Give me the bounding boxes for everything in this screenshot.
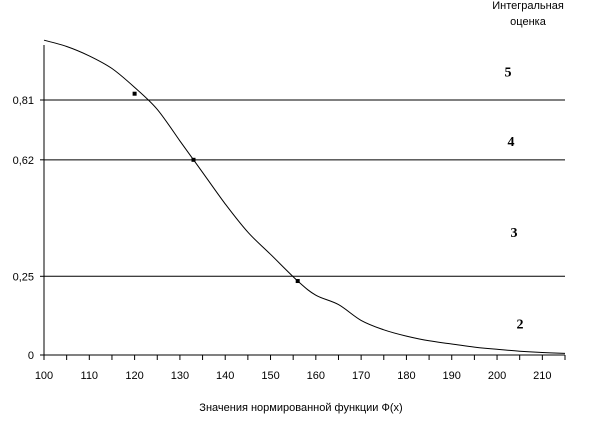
x-tick-label: 190 — [443, 370, 461, 382]
x-tick-label: 110 — [81, 370, 99, 382]
y-tick-label: 0 — [28, 350, 34, 362]
x-tick-labels: 100 110 120 130 140 150 160 170 180 190 200 210 — [35, 370, 552, 382]
grade-label: 2 — [517, 318, 524, 333]
x-tick-label: 100 — [35, 370, 53, 382]
grade-labels: 5 4 3 2 — [505, 66, 524, 333]
data-marker — [191, 157, 196, 162]
legend-title-line1: Интегральная — [492, 0, 564, 12]
grade-label: 3 — [511, 226, 518, 241]
grade-label: 5 — [505, 66, 512, 81]
axes — [40, 45, 566, 360]
x-tick-label: 120 — [125, 370, 143, 382]
grade-label: 4 — [508, 135, 515, 150]
y-tick-label: 0,25 — [13, 271, 34, 283]
y-tick-label: 0,62 — [13, 155, 34, 167]
x-axis-title: Значения нормированной функции Ф(x) — [199, 402, 402, 414]
x-tick-label: 170 — [352, 370, 370, 382]
x-tick-label: 130 — [171, 370, 189, 382]
data-marker — [132, 91, 137, 96]
x-tick-label: 160 — [307, 370, 325, 382]
y-tick-label: 0,81 — [13, 95, 34, 107]
curve-layer — [43, 39, 566, 354]
x-tick-label: 180 — [397, 370, 415, 382]
x-tick-label: 150 — [261, 370, 279, 382]
x-tick-label: 140 — [216, 370, 234, 382]
x-tick-label: 210 — [533, 370, 551, 382]
threshold-lines — [44, 99, 565, 277]
data-marker — [295, 279, 300, 284]
data-curve — [43, 39, 566, 354]
y-tick-labels: 0 0,25 0,62 0,81 — [13, 95, 34, 362]
x-tick-label: 200 — [488, 370, 506, 382]
legend-title-line2: оценка — [510, 16, 547, 28]
